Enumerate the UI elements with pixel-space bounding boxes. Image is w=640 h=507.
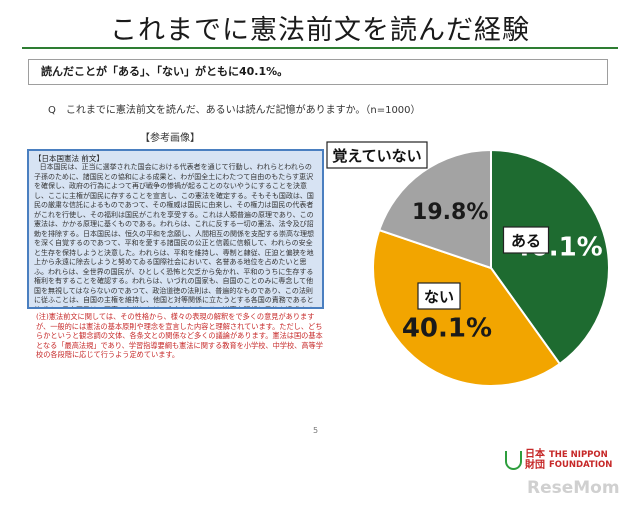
resemom-watermark: ReseMom xyxy=(527,478,620,498)
title-divider xyxy=(22,47,618,49)
category-label-2: ない xyxy=(424,288,454,306)
survey-question: Q これまでに憲法前文を読んだ、あるいは読んだ記憶がありますか。（n=1000） xyxy=(48,105,421,116)
category-box-3 xyxy=(326,141,428,169)
pie-slice-1 xyxy=(490,148,610,366)
category-box-2 xyxy=(417,282,461,310)
summary-box: 読んだことが「ある」、「ない」がともに40.1%。 xyxy=(28,59,608,85)
summary-text: 読んだことが「ある」、「ない」がともに40.1%。 xyxy=(41,65,289,78)
foundation-logo-en-line1: THE NIPPON xyxy=(549,450,608,460)
value-label-2: 40.1% xyxy=(402,314,492,344)
page-number: 5 xyxy=(313,426,319,435)
reference-image-box: 【日本国憲法 前文】 日本国民は、正当に選挙された国会における代表者を通じて行動… xyxy=(27,149,324,309)
reference-note: (注)憲法前文に関しては、その性格から、様々の表現の解釈をで多くの意見があります… xyxy=(36,312,323,359)
foundation-mark-icon xyxy=(505,450,522,470)
pie-slice-2 xyxy=(372,228,562,387)
category-label-3: 覚えていない xyxy=(332,147,421,165)
category-label-1: ある xyxy=(511,232,541,250)
foundation-logo-en-line2: FOUNDATION xyxy=(549,460,613,470)
slide-title: これまでに憲法前文を読んだ経験 xyxy=(110,15,530,46)
category-box-1 xyxy=(502,226,550,254)
reference-caption: 【参考画像】 xyxy=(140,133,200,144)
value-label-3: 19.8% xyxy=(412,200,488,225)
pie-slice-3 xyxy=(377,148,492,270)
reference-heading: 【日本国憲法 前文】 xyxy=(34,154,104,163)
foundation-logo-en: THE NIPPON FOUNDATION xyxy=(549,450,612,470)
foundation-logo-jp: 日本財団 xyxy=(525,449,545,471)
reference-body: 日本国民は、正当に選挙された国会における代表者を通じて行動し、われらとわれらの子… xyxy=(34,163,314,307)
nippon-foundation-logo: 日本財団 THE NIPPON FOUNDATION xyxy=(505,449,612,471)
